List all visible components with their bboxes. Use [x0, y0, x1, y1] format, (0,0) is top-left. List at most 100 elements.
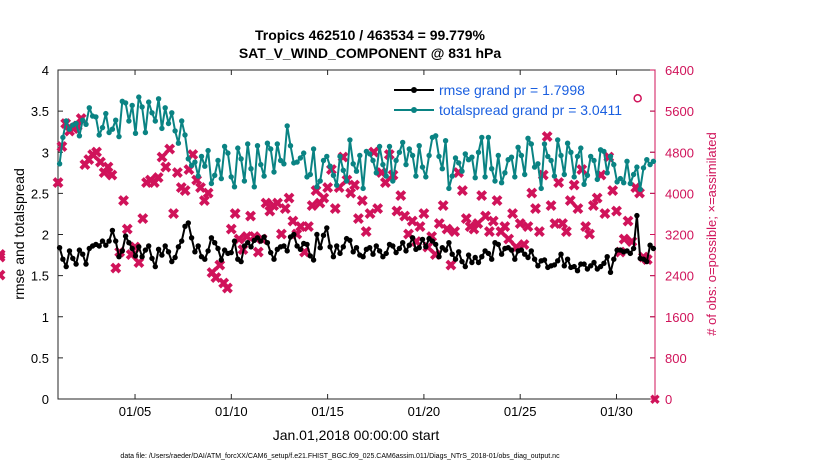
- totalspread-point: [281, 161, 287, 167]
- totalspread-point: [627, 180, 633, 187]
- y-right-tick-label: 4000: [665, 186, 694, 201]
- rmse-point: [446, 240, 452, 246]
- rmse-point: [376, 248, 383, 254]
- obs-marker: ✖: [252, 244, 265, 261]
- y-right-tick-label: 5600: [665, 104, 694, 119]
- totalspread-point: [162, 105, 168, 111]
- totalspread-point: [611, 161, 617, 168]
- rmse-point: [465, 252, 472, 258]
- totalspread-point: [604, 170, 610, 176]
- totalspread-point: [271, 169, 277, 175]
- rmse-point: [409, 235, 416, 241]
- totalspread-point: [393, 157, 399, 164]
- obs-marker: ✖: [498, 219, 511, 236]
- x-tick-label: 01/25: [504, 404, 537, 419]
- totalspread-point: [287, 143, 294, 149]
- rmse-point: [403, 248, 409, 254]
- rmse-point: [271, 256, 277, 262]
- totalspread-point: [647, 161, 653, 168]
- rmse-point: [317, 245, 323, 251]
- obs-marker: ✖: [163, 142, 176, 159]
- rmse-point: [119, 248, 126, 254]
- totalspread-point: [360, 185, 366, 192]
- totalspread-point: [231, 184, 238, 190]
- rmse-point: [99, 238, 106, 244]
- rmse-point: [149, 255, 155, 262]
- x-axis: 01/05 01/10 01/15 01/20 01/25 01/30: [119, 70, 633, 419]
- rmse-point: [139, 254, 145, 260]
- obs-marker: ✖: [63, 124, 76, 141]
- rmse-point: [531, 256, 538, 262]
- obs-marker: ✖: [352, 211, 365, 228]
- obs-marker: ✖: [445, 257, 458, 274]
- totalspread-point: [76, 133, 83, 139]
- obs-marker: ✖: [379, 175, 392, 192]
- totalspread-point: [327, 163, 333, 169]
- totalspread-point: [545, 153, 551, 160]
- rmse-point: [162, 243, 168, 249]
- legend-spread-marker: [411, 107, 417, 113]
- totalspread-point: [142, 129, 149, 136]
- rmse-point: [396, 245, 403, 252]
- obs-marker: ✖: [0, 250, 6, 267]
- totalspread-point: [436, 153, 442, 160]
- y-left-tick-label: 4: [42, 63, 49, 78]
- totalspread-point: [578, 145, 584, 151]
- rmse-point: [449, 251, 455, 257]
- obs-marker: ✖: [160, 160, 173, 177]
- rmse-point: [630, 245, 637, 252]
- totalspread-point: [367, 151, 373, 157]
- totalspread-point: [116, 133, 122, 140]
- obs-marker: ✖: [564, 193, 577, 210]
- totalspread-point: [86, 105, 93, 111]
- totalspread-point: [630, 171, 637, 178]
- totalspread-point: [274, 141, 280, 147]
- totalspread-point: [376, 143, 383, 150]
- obs-marker: ✖: [587, 198, 600, 215]
- rmse-point: [212, 240, 218, 246]
- rmse-point: [254, 235, 261, 241]
- totalspread-point: [515, 144, 521, 150]
- obs-marker: ✖: [291, 227, 304, 244]
- obs-marker: ✖: [406, 214, 419, 231]
- totalspread-point: [126, 118, 132, 124]
- rmse-point: [452, 256, 459, 262]
- totalspread-point: [413, 173, 419, 179]
- rmse-point: [205, 248, 211, 254]
- totalspread-point: [512, 174, 518, 180]
- totalspread-point: [301, 150, 307, 156]
- totalspread-point: [63, 118, 69, 124]
- obs-marker: ✖: [437, 198, 450, 215]
- totalspread-point: [475, 149, 482, 155]
- totalspread-point: [96, 132, 102, 138]
- totalspread-point: [601, 148, 607, 155]
- totalspread-point: [584, 172, 591, 178]
- totalspread-point: [155, 96, 162, 102]
- totalspread-point: [212, 172, 218, 178]
- rmse-point: [400, 240, 406, 246]
- rmse-point: [70, 255, 76, 262]
- rmse-point: [248, 244, 254, 250]
- rmse-point: [202, 256, 208, 262]
- obs-marker: ✖: [267, 198, 280, 215]
- rmse-point: [73, 261, 79, 267]
- rmse-point: [132, 253, 139, 259]
- totalspread-point: [165, 120, 172, 127]
- rmse-point: [459, 258, 465, 265]
- rmse-point: [350, 249, 356, 255]
- totalspread-point: [551, 173, 558, 179]
- obs-marker: ✖: [364, 206, 377, 223]
- x-tick-label: 01/15: [311, 404, 344, 419]
- totalspread-point: [192, 159, 198, 165]
- totalspread-point: [637, 186, 643, 192]
- rmse-point: [650, 245, 657, 252]
- totalspread-point: [175, 140, 182, 146]
- totalspread-point: [591, 157, 597, 164]
- rmse-point: [627, 250, 633, 257]
- totalspread-point: [373, 170, 379, 176]
- obs-marker: ✖: [395, 188, 408, 205]
- totalspread-point: [522, 171, 528, 178]
- obs-marker: ✖: [314, 196, 327, 213]
- totalspread-point: [406, 146, 412, 152]
- obs-marker: ✖: [464, 219, 477, 236]
